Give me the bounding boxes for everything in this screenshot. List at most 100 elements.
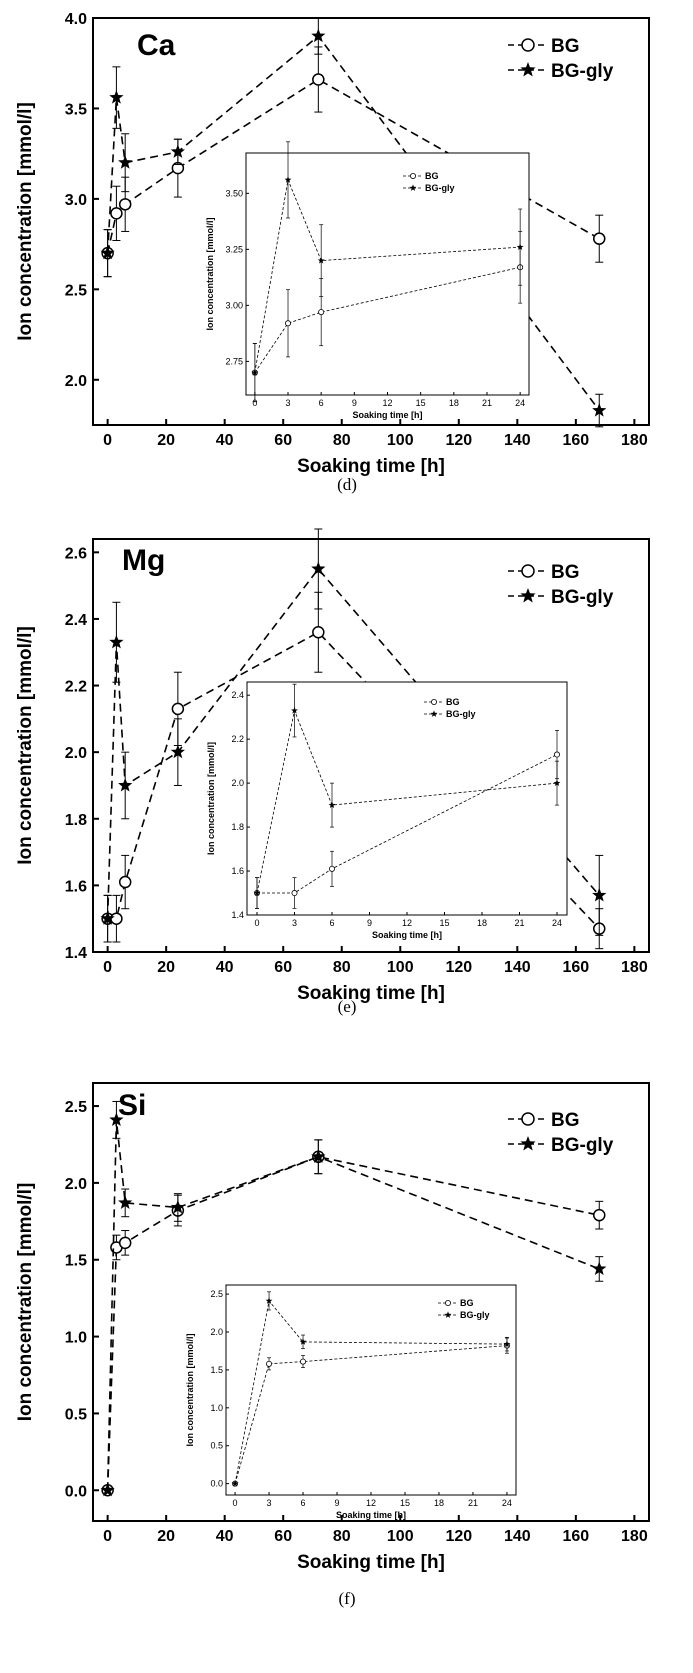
series-bg-gly (100, 17, 607, 428)
data-point (170, 1199, 185, 1214)
x-tick-label: 20 (157, 959, 175, 976)
legend-label: BG (551, 36, 580, 57)
data-point (592, 887, 607, 902)
y-tick-label: 2.0 (65, 745, 87, 762)
series-bg-gly (100, 528, 607, 943)
x-tick-label: 15 (400, 1498, 410, 1508)
x-tick-label: 3 (267, 1498, 272, 1508)
x-tick-label: 0 (252, 398, 257, 408)
y-tick-label: 3.25 (225, 244, 243, 254)
data-point (285, 320, 292, 327)
legend-marker (520, 1136, 536, 1151)
panel-title: Si (118, 1089, 146, 1122)
data-point (118, 198, 132, 211)
legend-item: BG-gly (508, 61, 614, 82)
x-tick-label: 80 (333, 1528, 351, 1545)
legend-marker (409, 172, 416, 179)
x-tick-label: 3 (292, 918, 297, 928)
x-tick-label: 0 (103, 959, 112, 976)
data-point (170, 744, 185, 759)
x-tick-label: 100 (387, 1528, 414, 1545)
y-axis-label: Ion concentration [mmol/l] (15, 102, 36, 341)
data-point (554, 751, 561, 758)
y-tick-label: 1.5 (210, 1365, 223, 1375)
legend-marker (521, 564, 535, 578)
series-line (106, 1119, 600, 1491)
y-axis-label: Ion concentration [mmol/l] (15, 1183, 36, 1422)
legend-marker (430, 699, 437, 706)
data-point (109, 1112, 124, 1126)
series-line (106, 567, 600, 919)
y-tick-label: 1.8 (65, 812, 87, 829)
x-tick-label: 9 (335, 1498, 340, 1508)
x-axis-label: Soaking time [h] (297, 456, 445, 477)
data-point (110, 912, 123, 925)
y-tick-label: 2.0 (231, 778, 244, 788)
data-point (593, 1208, 606, 1222)
y-axis-label: Ion concentration [mmol/l] (206, 742, 216, 855)
x-tick-label: 15 (439, 918, 449, 928)
y-axis-label: Ion concentration [mmol/l] (15, 626, 36, 865)
x-tick-label: 20 (157, 432, 175, 449)
x-tick-label: 0 (254, 918, 259, 928)
data-point (231, 1480, 239, 1487)
data-point (311, 561, 326, 576)
x-tick-label: 18 (477, 918, 487, 928)
y-tick-label: 2.2 (231, 734, 244, 744)
y-tick-label: 0.5 (65, 1406, 87, 1423)
y-tick-label: 2.5 (210, 1289, 223, 1299)
x-axis-label: Soaking time [h] (297, 983, 445, 1004)
data-point (100, 911, 115, 925)
y-tick-label: 1.0 (65, 1330, 87, 1347)
x-tick-label: 180 (621, 959, 648, 976)
y-tick-label: 1.6 (231, 866, 244, 876)
series-line (254, 178, 521, 373)
x-tick-label: 18 (449, 398, 459, 408)
legend-label: BG-gly (551, 587, 614, 608)
x-tick-label: 120 (445, 432, 472, 449)
legend-marker (520, 588, 536, 603)
legend-label: BG-gly (551, 61, 614, 82)
data-point (311, 1149, 326, 1163)
inset-frame (245, 152, 530, 396)
legend-item: BG (438, 1298, 474, 1308)
data-point (109, 90, 124, 104)
y-tick-label: 3.50 (225, 188, 243, 198)
y-tick-label: 4.0 (65, 11, 87, 28)
inset-frame (225, 1284, 517, 1496)
legend-item: BG (508, 1110, 580, 1131)
data-point (311, 28, 326, 43)
y-tick-label: 2.5 (65, 282, 87, 299)
legend-marker (521, 38, 535, 52)
x-tick-label: 9 (367, 918, 372, 928)
data-point (503, 1340, 511, 1348)
y-tick-label: 3.00 (225, 300, 243, 310)
x-axis-label: Soaking time [h] (297, 1552, 445, 1573)
legend-item: BG (508, 562, 580, 583)
x-tick-label: 160 (562, 959, 589, 976)
data-point (299, 1338, 307, 1345)
legend-item: BG-gly (508, 587, 614, 608)
data-point (118, 155, 133, 169)
x-tick-label: 0 (103, 1528, 112, 1545)
legend-label: BG-gly (460, 1310, 490, 1320)
inset-chart: 0 3 6 9 12 15 18 21 24 0.0 0.5 1.0 1.5 2.0 2.5 Soaking … (185, 1284, 517, 1520)
x-tick-label: 24 (502, 1498, 512, 1508)
y-tick-label: 2.4 (231, 690, 244, 700)
legend-item: BG-gly (403, 183, 455, 193)
legend-label: BG (425, 171, 439, 181)
data-point (251, 368, 259, 376)
x-tick-label: 40 (216, 1528, 234, 1545)
x-tick-label: 80 (333, 432, 351, 449)
x-tick-label: 3 (286, 398, 291, 408)
data-point (312, 73, 325, 86)
legend-label: BG (551, 562, 580, 583)
x-tick-label: 120 (445, 1528, 472, 1545)
data-point (317, 256, 325, 264)
x-tick-label: 21 (468, 1498, 478, 1508)
data-point (100, 1482, 115, 1497)
x-tick-label: 6 (329, 918, 334, 928)
x-tick-label: 0 (103, 432, 112, 449)
legend-label: BG (446, 697, 460, 707)
